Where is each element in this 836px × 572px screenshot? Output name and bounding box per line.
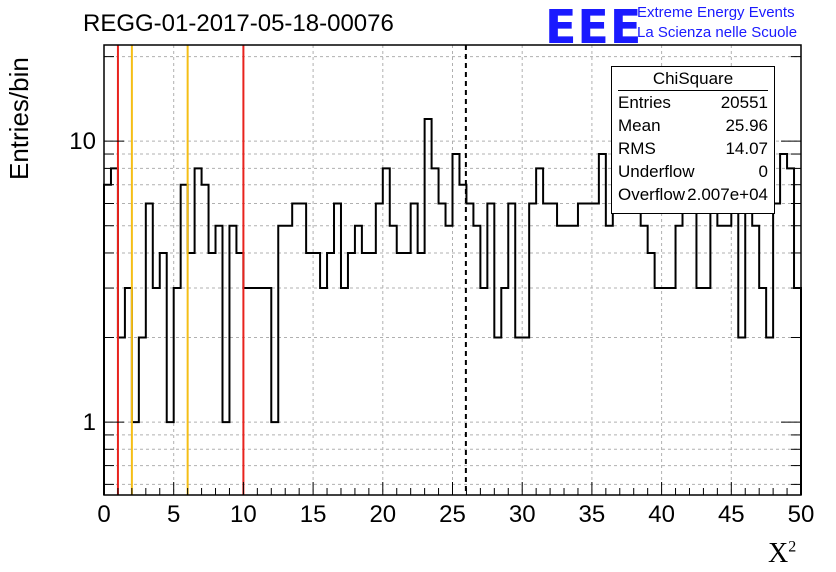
x-axis-label-text: X <box>768 538 789 569</box>
y-tick-label: 10 <box>69 128 96 155</box>
x-tick-label: 0 <box>97 501 110 528</box>
x-tick-label: 40 <box>648 501 675 528</box>
eee-logo: EEE <box>545 0 643 54</box>
x-tick-label: 5 <box>167 501 180 528</box>
x-tick-label: 15 <box>300 501 327 528</box>
stats-value: 20551 <box>720 93 768 112</box>
stats-value: 14.07 <box>725 139 768 158</box>
x-tick-label: 50 <box>788 501 815 528</box>
chart-title: REGG-01-2017-05-18-00076 <box>83 10 394 37</box>
x-tick-label: 10 <box>230 501 257 528</box>
stats-value: 0 <box>758 162 768 181</box>
x-axis-label-superscript: 2 <box>788 538 797 556</box>
stats-row-rms: RMS 14.07 <box>612 137 774 160</box>
logo-line-2: La Scienza nelle Scuole <box>637 24 798 41</box>
x-tick-label: 35 <box>579 501 606 528</box>
y-axis-label: Entries/bin <box>4 57 34 180</box>
stats-label: Entries <box>618 93 671 112</box>
x-tick-label: 45 <box>718 501 745 528</box>
stats-label: Underflow <box>618 162 695 181</box>
stats-row-overflow: Overflow 2.007e+04 <box>612 183 774 206</box>
stats-row-mean: Mean 25.96 <box>612 114 774 137</box>
stats-label: Mean <box>618 116 661 135</box>
stats-row-entries: Entries 20551 <box>612 91 774 114</box>
x-axis-label: X2 <box>768 538 796 570</box>
stats-value: 25.96 <box>725 116 768 135</box>
x-tick-label: 20 <box>369 501 396 528</box>
stats-label: RMS <box>618 139 656 158</box>
logo-line-1: Extreme Energy Events <box>637 4 795 21</box>
x-tick-label: 25 <box>439 501 466 528</box>
stats-label: Overflow <box>618 185 686 204</box>
x-tick-label: 30 <box>509 501 536 528</box>
stats-value: 2.007e+04 <box>687 185 768 204</box>
stats-box: ChiSquare Entries 20551 Mean 25.96 RMS 14.0… <box>611 66 775 214</box>
stats-box-title: ChiSquare <box>618 69 768 91</box>
stats-row-underflow: Underflow 0 <box>612 160 774 183</box>
y-tick-label: 1 <box>83 409 96 436</box>
